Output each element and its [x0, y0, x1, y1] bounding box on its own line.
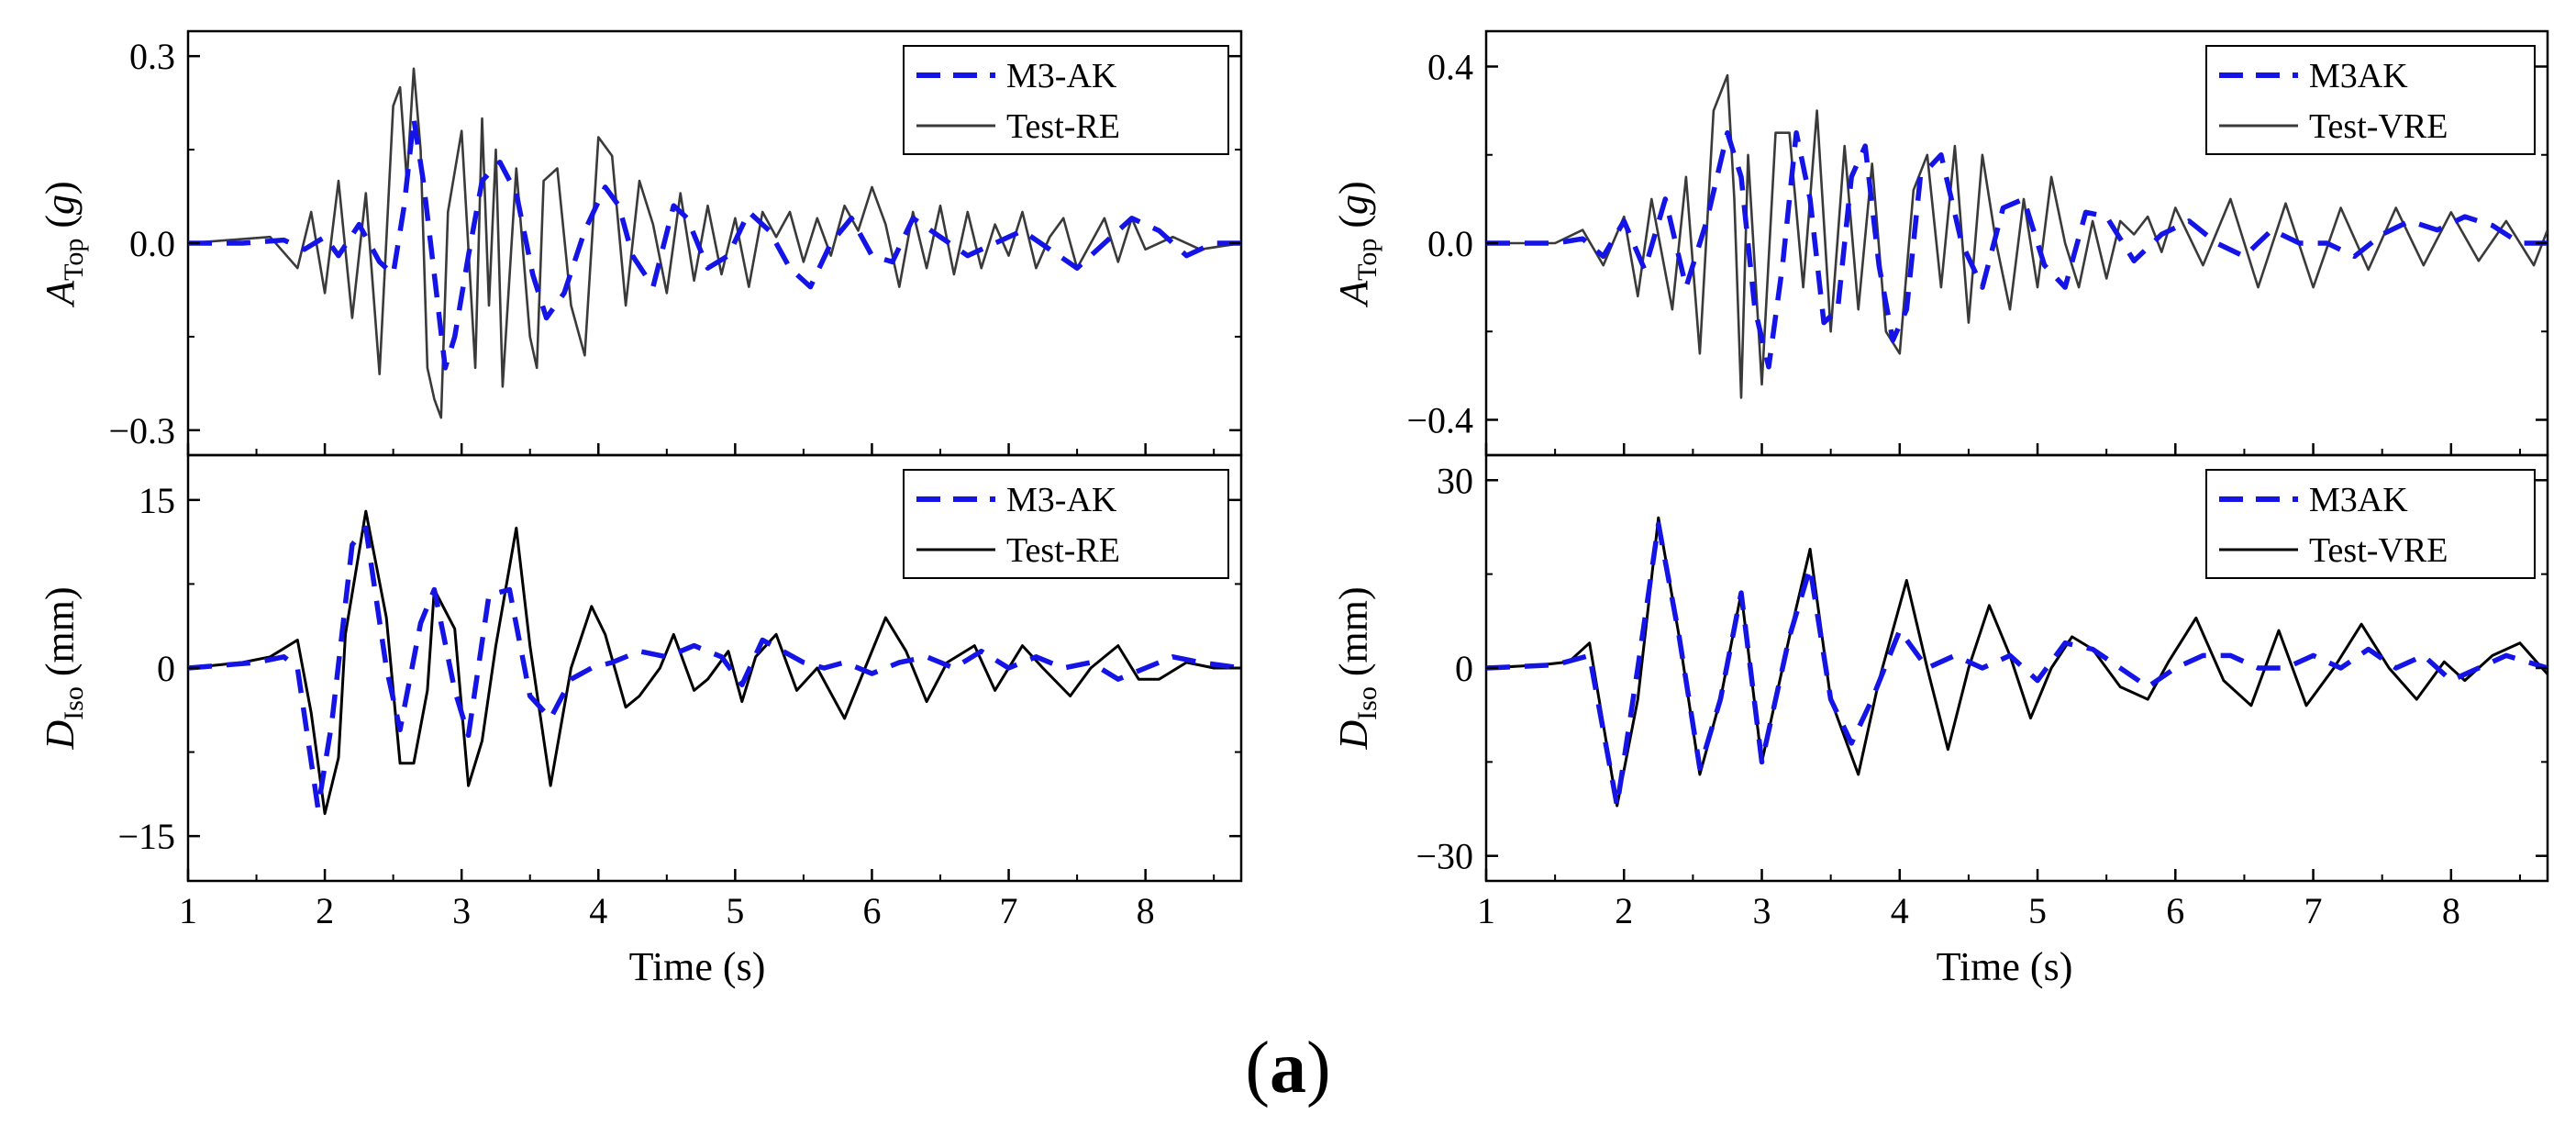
left-disp-series-m3-ak: [188, 525, 1241, 811]
left-acc-series-m3-ak: [188, 116, 1241, 371]
left-acc-legend-label: M3-AK: [1006, 57, 1117, 95]
right-acc-legend-label: M3AK: [2309, 57, 2408, 95]
right-xtick-label: 3: [1753, 890, 1771, 931]
right-disp-legend-label: M3AK: [2309, 481, 2408, 519]
left-acc-ytick-label: −0.3: [108, 410, 175, 451]
right-disp-ytick-label: 0: [1455, 648, 1473, 689]
left-disp-ytick-label: 15: [139, 480, 175, 521]
right-acc-ytick-label: 0.0: [1427, 223, 1473, 264]
right-xlabel: Time (s): [1937, 944, 2073, 989]
right-acc-legend-label: Test-VRE: [2309, 107, 2448, 146]
left-disp-ytick-label: −15: [117, 816, 175, 857]
right-xtick-label: 5: [2028, 890, 2047, 931]
right-disp-series-test-vre: [1486, 516, 2548, 808]
right-acc-legend: [2205, 45, 2536, 155]
left-disp-panel: −15 0 15 1 2 3 4 5 6 7 8 M3-AK Test-RE: [117, 453, 1243, 931]
left-xtick-label: 7: [1000, 890, 1018, 931]
left-disp-ylabel: DIso (mm): [38, 586, 89, 750]
right-xtick-label: 7: [2304, 890, 2323, 931]
left-acc-ytick-label: 0.0: [129, 223, 175, 264]
left-acc-legend-label: Test-RE: [1006, 107, 1120, 146]
left-xtick-label: 8: [1137, 890, 1155, 931]
figure-caption: (a): [1245, 1028, 1330, 1108]
left-xtick-label: 5: [726, 890, 744, 931]
left-xlabel: Time (s): [629, 944, 766, 989]
right-acc-ytick-label: −0.4: [1406, 400, 1473, 441]
right-xtick-label: 2: [1615, 890, 1633, 931]
left-disp-ytick-label: 0: [157, 648, 175, 689]
right-disp-legend: [2205, 469, 2536, 579]
right-disp-panel: −30 0 30 1 2 3 4 5 6 7 8 M3AK Test-VRE: [1416, 453, 2549, 931]
right-disp-ylabel: DIso (mm): [1331, 586, 1382, 750]
right-disp-legend-label: Test-VRE: [2309, 531, 2448, 570]
left-acc-panel: −0.3 0.0 0.3 M3-AK Test-RE: [108, 29, 1243, 457]
left-acc-ytick-label: 0.3: [129, 36, 175, 77]
left-xtick-label: 4: [589, 890, 607, 931]
right-disp-ytick-label: 30: [1437, 460, 1473, 501]
left-disp-legend: [903, 469, 1229, 579]
right-acc-series-m3ak: [1486, 129, 2548, 370]
left-xtick-label: 6: [862, 890, 881, 931]
right-acc-ytick-label: 0.4: [1427, 47, 1473, 88]
left-disp-legend-label: M3-AK: [1006, 481, 1117, 519]
left-disp-series-test-re: [188, 509, 1241, 816]
left-disp-legend-label: Test-RE: [1006, 531, 1120, 570]
left-acc-ylabel: ATop (g): [38, 181, 89, 307]
right-xtick-label: 4: [1891, 890, 1909, 931]
right-xtick-label: 1: [1477, 890, 1495, 931]
right-xtick-label: 8: [2442, 890, 2460, 931]
right-xtick-label: 6: [2166, 890, 2184, 931]
left-acc-series-test-re: [188, 67, 1241, 419]
left-xtick-label: 2: [316, 890, 334, 931]
left-xtick-label: 1: [179, 890, 197, 931]
left-xtick-label: 3: [452, 890, 471, 931]
left-acc-legend: [903, 45, 1229, 155]
right-disp-ytick-label: −30: [1416, 836, 1473, 877]
right-acc-panel: −0.4 0.0 0.4 M3AK Test-VRE: [1406, 29, 2549, 457]
right-acc-ylabel: ATop (g): [1331, 181, 1382, 307]
